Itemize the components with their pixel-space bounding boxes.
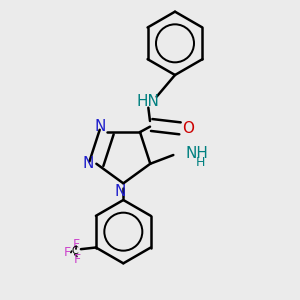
Text: C: C [71, 246, 78, 256]
Text: N: N [82, 156, 94, 171]
Text: NH: NH [185, 146, 208, 161]
Text: O: O [182, 121, 194, 136]
Text: N: N [94, 118, 106, 134]
Text: F: F [74, 253, 81, 266]
Text: N: N [114, 184, 126, 199]
Text: F: F [72, 238, 80, 251]
Text: F: F [64, 246, 71, 259]
Text: H: H [195, 156, 205, 169]
Text: HN: HN [137, 94, 160, 109]
